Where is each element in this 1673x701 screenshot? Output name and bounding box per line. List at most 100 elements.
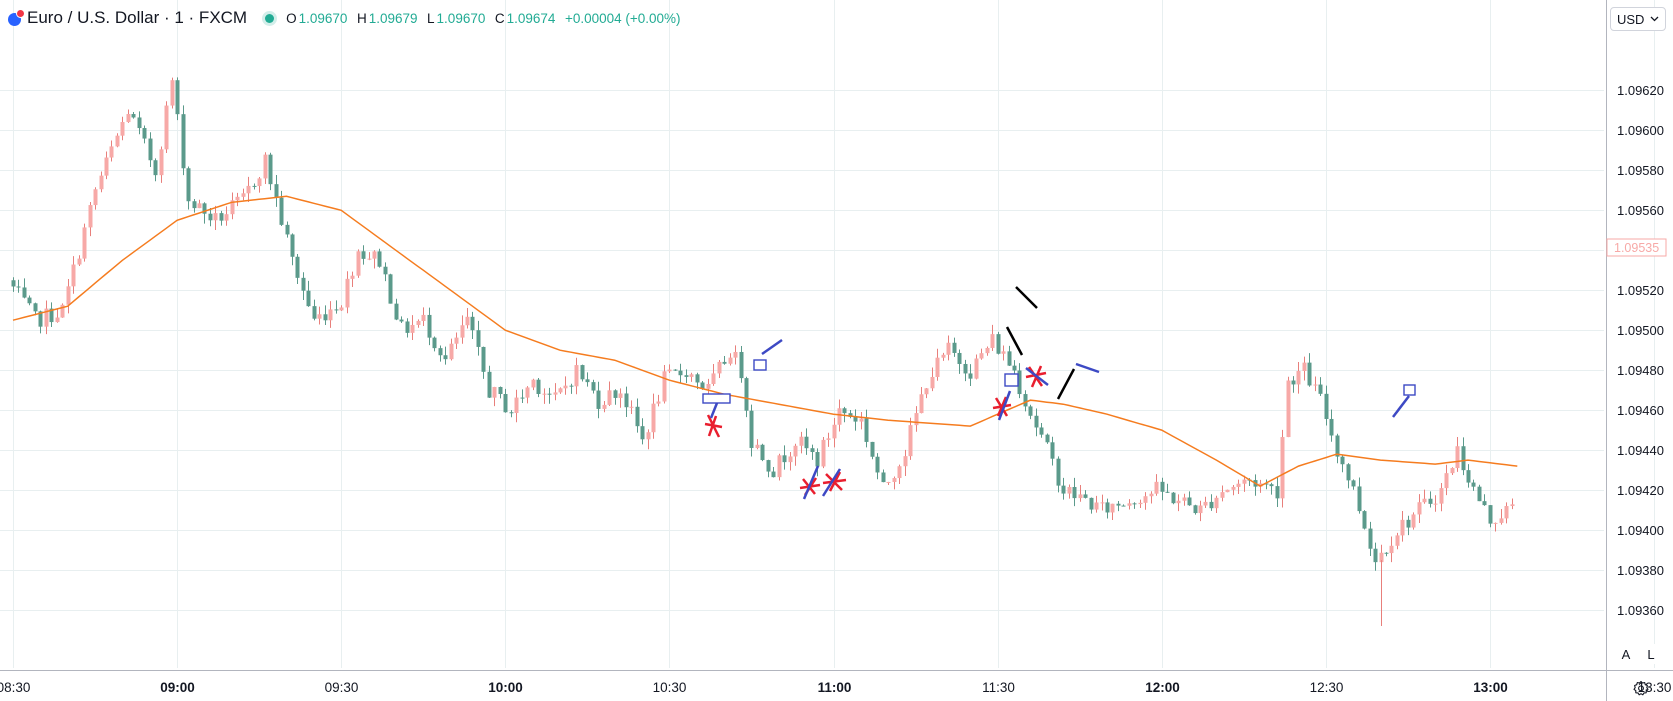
candle-down — [405, 321, 410, 333]
candle-down — [49, 308, 54, 323]
candle-down — [804, 436, 809, 449]
candle-down — [295, 256, 300, 278]
candle-down — [1165, 491, 1170, 493]
candle-up — [197, 203, 202, 209]
candle-up — [542, 393, 547, 395]
candle-up — [1176, 500, 1181, 504]
blue-stroke — [1075, 362, 1100, 374]
candle-down — [470, 316, 475, 331]
x-tick-label: 11:30 — [982, 680, 1015, 695]
candle-up — [1450, 468, 1455, 474]
candle-down — [1482, 501, 1487, 506]
close-label: C — [494, 10, 505, 26]
chart-settings-button[interactable] — [1630, 677, 1652, 699]
candle-up — [1504, 506, 1509, 519]
time-axis[interactable]: 08:30 09:00 09:30 10:00 10:30 11:00 11:30 12:00… — [0, 680, 1671, 695]
blue-stroke — [1392, 395, 1410, 418]
candle-down — [1023, 394, 1028, 407]
candle-down — [1335, 435, 1340, 457]
candle-up — [1493, 522, 1498, 524]
candle-up — [629, 406, 634, 408]
current-price-tag: 1.09535 — [1606, 238, 1667, 257]
symbol-title[interactable]: Euro / U.S. Dollar · 1 · FXCM — [27, 8, 248, 27]
box-mark — [753, 359, 767, 371]
candle-down — [1160, 481, 1165, 492]
candle-down — [268, 154, 273, 185]
candle-down — [290, 234, 295, 257]
candle-down — [624, 393, 629, 408]
candle-down — [388, 274, 393, 304]
blue-stroke — [761, 338, 783, 356]
log-scale-button[interactable]: L — [1641, 644, 1661, 664]
auto-scale-button[interactable]: A — [1616, 644, 1636, 664]
candle-up — [492, 386, 497, 398]
candle-down — [864, 418, 869, 442]
candle-down — [334, 309, 339, 311]
candle-down — [771, 471, 776, 478]
high-value: 1.09679 — [368, 10, 418, 26]
candle-up — [563, 385, 568, 389]
candle-down — [142, 128, 147, 139]
candle-down — [274, 184, 279, 198]
log-scale-label: L — [1647, 646, 1655, 662]
x-tick-label: 10:00 — [488, 680, 523, 695]
candle-down — [1362, 511, 1367, 529]
gear-icon — [1633, 680, 1649, 696]
candle-down — [957, 352, 962, 364]
chevron-down-icon — [1650, 16, 1659, 22]
candle-up — [159, 149, 164, 176]
y-tick-label: 1.09380 — [1617, 563, 1664, 578]
candle-up — [55, 317, 60, 323]
candle-up — [421, 314, 426, 321]
open-label: O — [286, 10, 297, 26]
candle-down — [1428, 498, 1433, 504]
candle-up — [88, 205, 93, 228]
candle-up — [1149, 493, 1154, 497]
candle-up — [651, 403, 656, 433]
candle-up — [1439, 488, 1444, 504]
box-mark — [1004, 373, 1019, 387]
candle-down — [301, 277, 306, 291]
x-tick-label: 11:00 — [818, 680, 852, 695]
candle-down — [739, 351, 744, 379]
candle-down — [760, 444, 765, 461]
currency-selector[interactable]: USD — [1610, 7, 1666, 31]
candle-down — [968, 373, 973, 379]
drawing-annotations — [702, 286, 1416, 500]
candle-up — [777, 455, 782, 478]
currency-value: USD — [1617, 11, 1645, 27]
candle-up — [1067, 487, 1072, 494]
candle-down — [569, 385, 574, 387]
candle-down — [279, 197, 284, 225]
candle-down — [1193, 505, 1198, 514]
candle-up — [886, 481, 891, 483]
candle-up — [574, 365, 579, 387]
candle-up — [1286, 380, 1291, 438]
candle-up — [788, 456, 793, 463]
candle-up — [230, 200, 235, 215]
y-tick-label: 1.09480 — [1617, 363, 1664, 378]
candle-down — [383, 266, 388, 275]
candle-up — [799, 436, 804, 446]
y-tick-label: 1.09460 — [1617, 403, 1664, 418]
candle-down — [536, 379, 541, 394]
cross-mark — [822, 471, 847, 492]
candle-up — [1510, 504, 1515, 507]
candle-down — [1477, 486, 1482, 502]
candle-up — [339, 307, 344, 311]
candle-up — [706, 383, 711, 389]
candle-up — [1422, 498, 1427, 503]
candle-down — [700, 382, 705, 389]
close-value: 1.09674 — [506, 10, 556, 26]
candle-down — [11, 280, 16, 287]
candle-down — [22, 287, 27, 298]
current-price-label: 1.09535 — [1614, 241, 1659, 255]
candle-down — [1384, 552, 1389, 554]
candle-up — [372, 251, 377, 259]
candle-down — [503, 394, 508, 413]
candle-down — [1275, 486, 1280, 499]
candle-down — [219, 213, 224, 221]
candle-up — [821, 439, 826, 467]
price-axis[interactable]: 1.096201.096001.095801.095601.095401.095… — [1617, 83, 1664, 618]
